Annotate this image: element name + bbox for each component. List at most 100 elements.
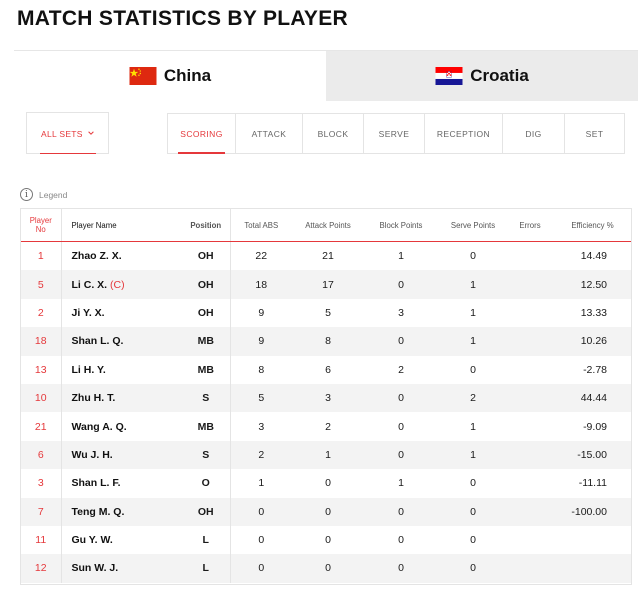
player-name: Sun W. J. (61, 554, 182, 583)
block-points: 1 (398, 477, 404, 490)
attack-points: 2 (325, 420, 331, 433)
attack-points: 17 (292, 270, 364, 299)
sets-filter-dropdown[interactable]: ALL SETS (26, 112, 109, 154)
player-stats-table: Player No Player Name Position Total ABS… (20, 208, 632, 585)
efficiency: 14.49 (580, 250, 607, 263)
player-no: 2 (21, 298, 62, 328)
player-position: MB (182, 327, 231, 356)
total-abs: 8 (258, 363, 265, 376)
player-no: 7 (21, 497, 62, 526)
tab-dig[interactable]: DIG (503, 114, 565, 153)
col-header-block-points: Block Points (364, 209, 438, 242)
serve-points: 0 (438, 497, 508, 526)
total-abs: 0 (230, 554, 292, 583)
table-row: 10 Zhu H. T. S 5 3 0 2 44.44 (21, 383, 631, 413)
attack-points: 0 (292, 497, 364, 526)
errors (508, 554, 552, 583)
block-points: 0 (364, 327, 438, 356)
attack-points: 1 (292, 440, 364, 470)
player-position: OH (182, 241, 231, 271)
serve-points: 1 (438, 270, 508, 299)
table-row: 18 Shan L. Q. MB 9 8 0 1 10.26 (21, 327, 631, 356)
efficiency: 44.44 (552, 383, 631, 413)
attack-points: 21 (322, 250, 334, 263)
efficiency (552, 554, 631, 583)
player-position: OH (182, 497, 231, 526)
serve-points: 0 (470, 534, 476, 547)
errors (508, 526, 552, 554)
col-header-errors: Errors (508, 209, 552, 242)
player-no: 5 (21, 270, 62, 299)
player-name-text: Gu Y. W. (71, 534, 113, 547)
total-abs: 0 (230, 497, 292, 526)
col-header-player-no-line2: No (35, 225, 46, 234)
team-tab-croatia[interactable]: Croatia (326, 51, 638, 101)
player-name-text: Sun W. J. (71, 562, 119, 575)
efficiency: -2.78 (583, 363, 607, 376)
tab-block[interactable]: BLOCK (303, 114, 364, 153)
player-position: MB (182, 355, 231, 384)
total-abs: 3 (258, 420, 265, 433)
table-row: 13 Li H. Y. MB 8 6 2 0 -2.78 (21, 355, 631, 384)
total-abs: 1 (258, 477, 265, 490)
serve-points: 1 (438, 440, 508, 470)
total-abs: 22 (255, 250, 268, 263)
total-abs: 18 (230, 270, 292, 299)
player-no: 10 (21, 383, 62, 413)
block-points: 0 (364, 440, 438, 470)
efficiency: -11.11 (578, 477, 607, 490)
team-tab-china[interactable]: China (14, 51, 326, 101)
captain-marker: (C) (110, 278, 125, 291)
col-header-player-no-line1: Player (29, 216, 52, 225)
tab-attack[interactable]: ATTACK (236, 114, 303, 153)
tab-set[interactable]: SET (585, 128, 604, 139)
team-name-croatia: Croatia (470, 66, 529, 85)
player-name-text: Teng M. Q. (71, 505, 125, 518)
block-points: 0 (364, 270, 438, 299)
serve-points: 2 (438, 383, 508, 413)
page-title: MATCH STATISTICS BY PLAYER (17, 7, 348, 30)
table-row: 7 Teng M. Q. OH 0 0 0 0 -100.00 (21, 497, 631, 526)
block-points: 0 (364, 554, 438, 583)
tab-scoring[interactable]: SCORING (168, 114, 236, 154)
legend-toggle[interactable]: i Legend (20, 188, 67, 201)
col-header-attack-points: Attack Points (292, 209, 364, 242)
errors (508, 356, 552, 384)
block-points: 3 (398, 306, 404, 319)
efficiency: -15.00 (552, 440, 631, 470)
player-no: 1 (21, 241, 62, 271)
tab-reception[interactable]: RECEPTION (425, 114, 503, 153)
col-header-efficiency: Efficiency % (552, 209, 631, 242)
player-name-text: Shan L. F. (71, 477, 121, 490)
player-name-text: Zhao Z. X. (71, 250, 122, 263)
table-row: 12 Sun W. J. L 0 0 0 0 (21, 554, 631, 583)
player-name-text: Wu J. H. (71, 448, 113, 461)
player-name: Zhao Z. X. (61, 242, 182, 271)
player-position: L (182, 554, 231, 583)
errors (508, 299, 552, 327)
tab-serve[interactable]: SERVE (364, 114, 425, 153)
efficiency (552, 526, 631, 554)
col-header-position: Position (182, 209, 231, 242)
attack-points: 8 (292, 327, 364, 356)
table-row: 6 Wu J. H. S 2 1 0 1 -15.00 (21, 440, 631, 470)
errors (508, 469, 552, 497)
player-position: OH (182, 298, 231, 328)
col-header-player-no: Player No (21, 209, 62, 242)
total-abs: 2 (230, 440, 292, 470)
attack-points: 0 (325, 477, 331, 490)
player-position: L (182, 525, 231, 555)
team-name-china: China (163, 66, 212, 85)
player-position: O (182, 469, 231, 498)
player-name-text: Zhu H. T. (71, 392, 116, 405)
team-tabs: China Croatia (14, 50, 638, 101)
player-name-text: Li H. Y. (71, 363, 106, 376)
errors (508, 270, 552, 299)
block-points: 0 (364, 383, 438, 413)
total-abs: 0 (258, 534, 265, 547)
efficiency: -100.00 (552, 497, 631, 526)
attack-points: 0 (325, 534, 331, 547)
table-row: 3 Shan L. F. O 1 0 1 0 -11.11 (21, 469, 631, 498)
block-points: 0 (398, 420, 404, 433)
serve-points: 0 (470, 250, 476, 263)
